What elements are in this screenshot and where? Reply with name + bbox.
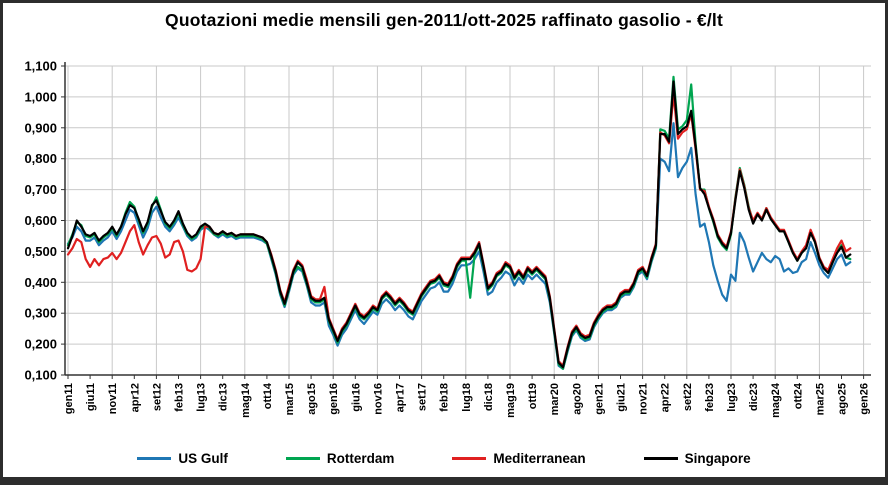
window-bottom-edge xyxy=(3,477,885,482)
legend-item-singapore: Singapore xyxy=(643,451,751,466)
x-tick-label: nov16 xyxy=(372,383,384,415)
x-tick-label: set12 xyxy=(151,383,163,411)
x-tick-label: giu16 xyxy=(350,383,362,412)
y-tick-label: 0,100 xyxy=(24,368,57,383)
y-tick-label: 1,100 xyxy=(24,59,57,74)
y-tick-label: 0,800 xyxy=(24,151,57,166)
series-line-singapore xyxy=(66,80,852,369)
legend: US Gulf Rotterdam Mediterranean Singapore xyxy=(3,451,885,466)
x-tick-label: dic13 xyxy=(218,383,230,411)
legend-line-swatch-rotterdam xyxy=(285,457,320,460)
x-tick-label: gen16 xyxy=(328,383,340,415)
x-tick-label: dic18 xyxy=(483,383,495,411)
x-tick-label: ago15 xyxy=(306,383,318,415)
x-tick-label: gen26 xyxy=(859,383,871,415)
y-tick-label: 1,000 xyxy=(24,89,57,104)
y-tick-label: 0,900 xyxy=(24,120,57,135)
x-tick-label: ott19 xyxy=(527,383,539,409)
x-tick-label: mag24 xyxy=(770,382,782,418)
x-tick-label: feb23 xyxy=(704,383,716,412)
x-tick-label: gen21 xyxy=(593,383,605,415)
x-tick-label: gen11 xyxy=(63,383,75,414)
x-tick-label: nov11 xyxy=(107,383,119,414)
x-tick-label: apr17 xyxy=(395,383,407,412)
x-tick-label: giu11 xyxy=(85,383,97,411)
legend-line-swatch-singapore xyxy=(643,457,678,460)
x-tick-label: lug18 xyxy=(461,383,473,412)
x-tick-label: dic23 xyxy=(748,383,760,411)
x-tick-label: giu21 xyxy=(616,383,628,412)
x-tick-label: nov21 xyxy=(638,383,650,415)
x-tick-label: mar20 xyxy=(549,383,561,415)
legend-line-swatch-mediterranean xyxy=(452,457,487,460)
x-tick-label: set22 xyxy=(682,383,694,411)
x-tick-label: set17 xyxy=(417,383,429,411)
x-tick-label: lug23 xyxy=(726,383,738,412)
x-tick-label: mar25 xyxy=(814,383,826,415)
legend-label: Singapore xyxy=(684,451,751,466)
legend-line-swatch-us-gulf xyxy=(137,457,172,460)
x-tick-label: mar15 xyxy=(284,383,296,415)
y-tick-label: 0,500 xyxy=(24,244,57,259)
x-tick-label: ott24 xyxy=(792,382,804,409)
x-tick-label: mag19 xyxy=(505,383,517,418)
legend-item-rotterdam: Rotterdam xyxy=(285,451,395,466)
y-tick-label: 0,600 xyxy=(24,213,57,228)
y-tick-label: 0,200 xyxy=(24,337,57,352)
x-tick-label: apr12 xyxy=(129,383,141,412)
x-tick-label: mag14 xyxy=(240,382,252,418)
y-tick-label: 0,400 xyxy=(24,275,57,290)
y-tick-label: 0,300 xyxy=(24,306,57,321)
x-tick-label: apr22 xyxy=(660,383,672,412)
legend-item-mediterranean: Mediterranean xyxy=(452,451,586,466)
x-tick-label: lug13 xyxy=(196,383,208,412)
legend-label: Mediterranean xyxy=(493,451,586,466)
x-tick-label: ago20 xyxy=(571,383,583,415)
y-tick-label: 0,700 xyxy=(24,182,57,197)
x-tick-label: ago25 xyxy=(837,383,849,415)
series-line-us-gulf xyxy=(66,122,852,370)
legend-item-us-gulf: US Gulf xyxy=(137,451,228,466)
legend-label: US Gulf xyxy=(178,451,228,466)
x-tick-label: ott14 xyxy=(262,382,274,409)
chart-title: Quotazioni medie mensili gen-2011/ott-20… xyxy=(165,10,723,30)
x-tick-label: feb13 xyxy=(174,383,186,412)
legend-label: Rotterdam xyxy=(326,451,395,466)
x-tick-label: feb18 xyxy=(439,383,451,412)
plot-area: 1,100 1,000 0,900 0,800 0,700 0,600 0,500 0,400… xyxy=(24,59,871,418)
